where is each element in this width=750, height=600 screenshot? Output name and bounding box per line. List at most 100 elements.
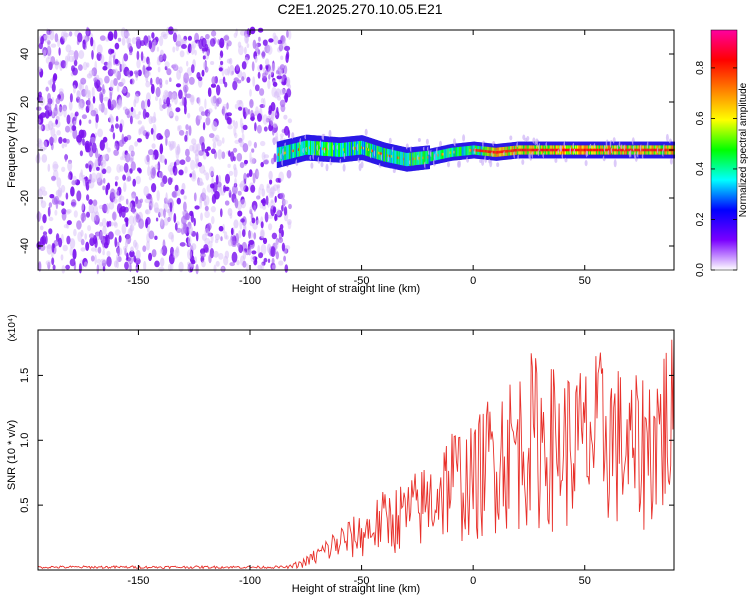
noise-cell: [205, 151, 210, 157]
noise-cell: [173, 213, 177, 223]
signal-core-cell: [364, 141, 366, 156]
signal-peak-cell: [513, 149, 516, 152]
noise-cell: [267, 258, 271, 263]
noise-cell: [175, 83, 182, 88]
noise-cell: [279, 192, 285, 200]
signal-core-cell: [359, 141, 361, 155]
noise-cell: [257, 264, 263, 270]
noise-cell: [270, 199, 274, 204]
noise-cell: [175, 246, 180, 254]
noise-cell: [84, 84, 89, 95]
noise-cell: [202, 55, 206, 60]
signal-peak-cell: [527, 148, 530, 152]
noise-cell: [172, 165, 176, 173]
noise-cell: [271, 86, 277, 98]
noise-cell: [162, 175, 168, 185]
signal-halo-cell: [481, 159, 485, 166]
noise-cell: [121, 133, 125, 144]
noise-cell: [102, 185, 106, 191]
noise-cell: [283, 125, 290, 136]
noise-cell: [259, 104, 266, 108]
noise-cell: [255, 106, 259, 116]
noise-cell: [154, 36, 159, 43]
signal-core-cell: [400, 151, 402, 165]
noise-cell: [38, 124, 43, 131]
noise-cell: [214, 134, 220, 142]
noise-cell: [263, 126, 268, 132]
noise-cell: [160, 49, 164, 57]
noise-cell: [164, 65, 168, 71]
noise-cell: [233, 219, 239, 229]
noise-cell: [65, 264, 70, 270]
noise-cell: [200, 111, 206, 116]
x-tick-label: -100: [239, 575, 261, 587]
signal-peak-cell: [562, 148, 564, 152]
noise-cell: [123, 53, 129, 62]
signal-peak-cell: [500, 150, 503, 154]
snr-background: [38, 330, 674, 570]
signal-peak-cell: [277, 153, 280, 156]
signal-core-cell: [468, 145, 471, 156]
noise-cell: [115, 115, 119, 122]
noise-cell: [220, 236, 223, 242]
signal-core-cell: [286, 145, 289, 160]
noise-cell: [69, 247, 73, 256]
noise-cell: [100, 154, 107, 165]
noise-cell: [250, 255, 255, 262]
signal-core-cell: [350, 141, 352, 156]
noise-cell: [90, 211, 97, 223]
noise-cell: [72, 248, 77, 260]
noise-cell: [237, 41, 242, 48]
noise-cell: [48, 202, 53, 208]
signal-core-cell: [384, 148, 386, 162]
noise-cell: [231, 251, 238, 263]
noise-cell: [116, 203, 123, 214]
signal-core-cell: [341, 142, 343, 157]
noise-cell: [168, 231, 174, 240]
noise-cell: [186, 60, 189, 67]
noise-cell: [50, 56, 56, 65]
signal-core-cell: [288, 144, 291, 159]
noise-cell: [167, 208, 171, 217]
noise-cell: [51, 110, 55, 118]
noise-cell: [153, 130, 156, 141]
noise-cell: [107, 98, 112, 110]
signal-core-cell: [456, 147, 459, 157]
x-tick-label: 0: [470, 275, 476, 287]
noise-cell: [104, 153, 110, 162]
signal-peak-cell: [645, 148, 647, 152]
noise-cell: [276, 106, 279, 114]
signal-peak-cell: [475, 149, 478, 152]
signal-core-cell: [370, 143, 372, 158]
signal-core-cell: [445, 148, 448, 159]
noise-cell: [178, 169, 184, 176]
noise-cell: [123, 182, 127, 193]
noise-cell: [146, 240, 150, 251]
signal-core-cell: [458, 147, 461, 157]
noise-cell: [216, 84, 221, 96]
y-tick-label: 1.0: [19, 433, 31, 448]
noise-cell: [267, 243, 272, 254]
signal-peak-cell: [642, 148, 644, 152]
signal-peak-cell: [665, 148, 667, 152]
noise-cell: [254, 55, 258, 63]
y-tick-label: 40: [19, 48, 31, 60]
noise-cell: [85, 241, 90, 251]
noise-cell: [66, 138, 70, 144]
signal-peak-cell: [481, 149, 484, 153]
noise-cell: [58, 136, 63, 144]
signal-peak-cell: [666, 148, 668, 152]
noise-cell: [118, 197, 122, 203]
noise-cell: [124, 32, 131, 37]
noise-cell: [61, 166, 66, 172]
noise-cell: [229, 64, 235, 76]
noise-cell: [167, 263, 172, 272]
noise-cell: [137, 69, 142, 77]
signal-halo-cell: [613, 159, 617, 168]
noise-cell: [80, 169, 83, 178]
signal-peak-cell: [572, 148, 574, 152]
noise-cell: [247, 140, 252, 147]
signal-core-cell: [295, 142, 298, 158]
x-tick-label: -50: [354, 575, 370, 587]
noise-cell: [76, 90, 81, 97]
